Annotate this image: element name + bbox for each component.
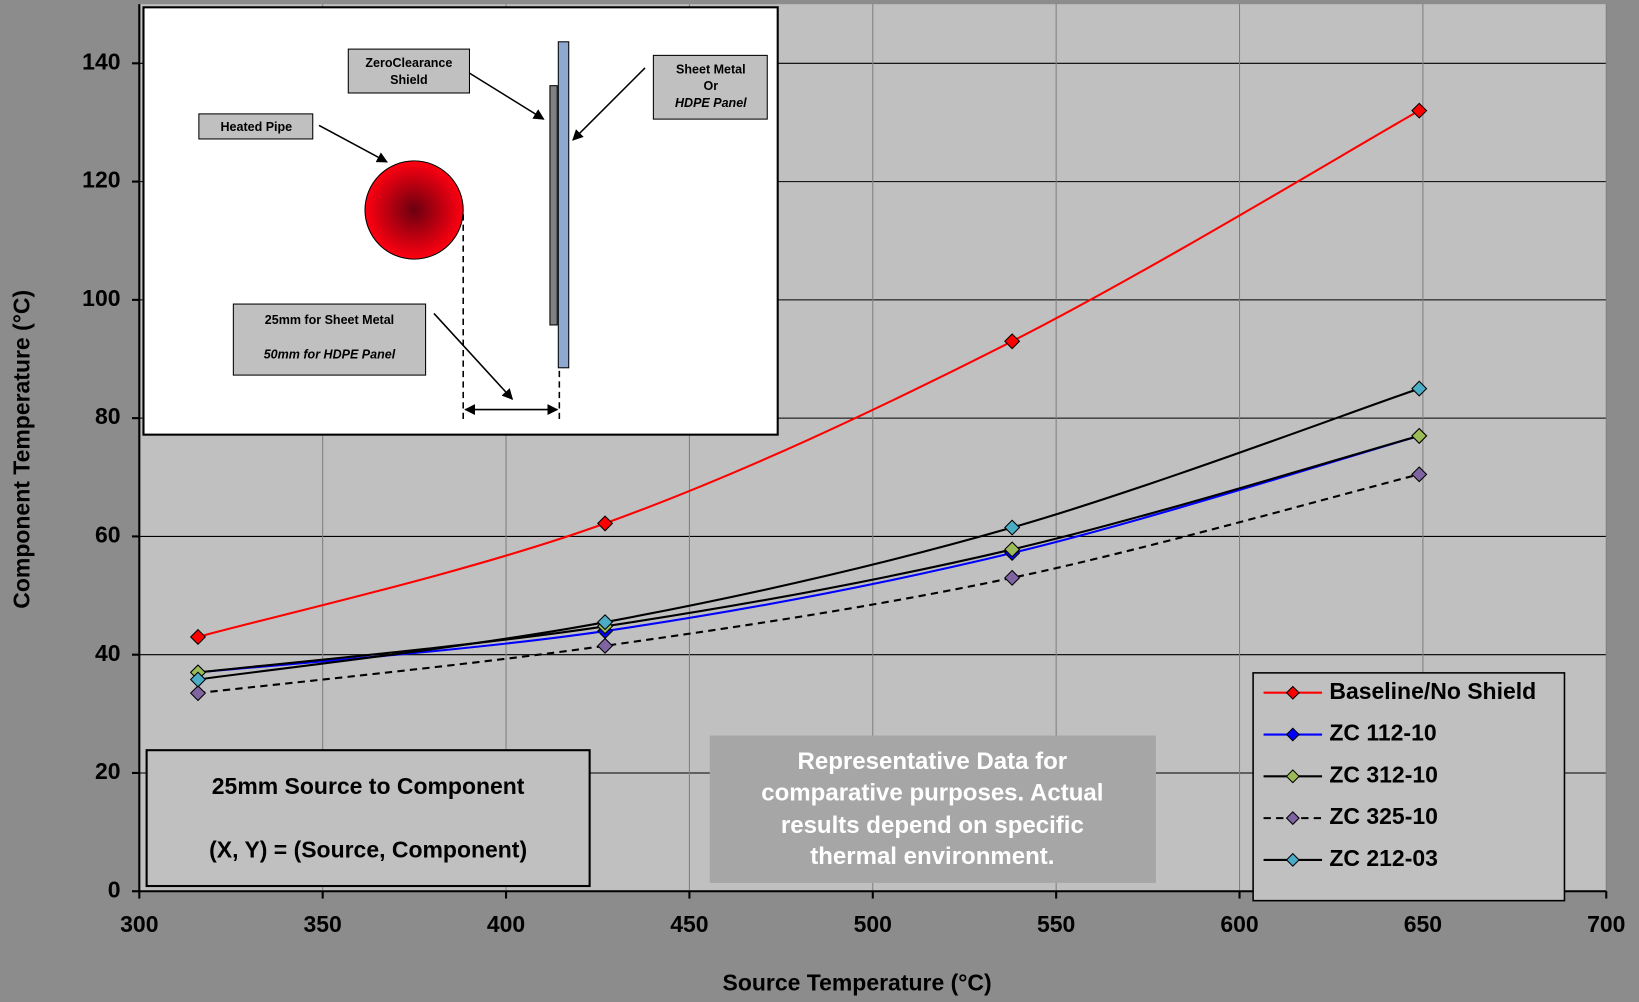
label-box: [232, 303, 427, 376]
marker: [1004, 333, 1021, 350]
y-tick-label: 120: [82, 167, 120, 193]
y-tick-label: 20: [95, 758, 121, 784]
label-box: [347, 48, 471, 94]
series-line: [197, 109, 1420, 638]
marker: [189, 628, 207, 646]
legend-marker: [1285, 685, 1300, 700]
x-tick-label: 650: [1404, 911, 1442, 937]
marker: [1411, 427, 1428, 444]
marker: [189, 685, 207, 702]
marker: [1004, 569, 1021, 586]
x-axis-title: Source Temperature (°C): [723, 969, 992, 995]
x-tick-label: 450: [670, 911, 708, 937]
inset-diagram: ZeroClearance Shield Sheet Metal Or HDPE…: [142, 6, 779, 436]
x-tick-label: 550: [1037, 911, 1075, 937]
x-tick-label: 500: [854, 911, 892, 937]
arrow: [433, 312, 514, 400]
x-tick-label: 700: [1587, 911, 1625, 937]
legend-label: ZC 112-10: [1329, 720, 1436, 746]
y-tick-label: 100: [82, 285, 120, 311]
legend-marker: [1285, 852, 1300, 867]
marker: [597, 614, 614, 631]
x-tick-label: 350: [304, 911, 342, 937]
annotation: 25mm Source to Component: [212, 773, 525, 799]
series-line: [197, 473, 1420, 695]
inset-label: Heated Pipe: [221, 120, 293, 134]
panel: [557, 41, 570, 369]
inset-label: Sheet Metal: [676, 62, 746, 76]
legend-frame: [1252, 672, 1566, 902]
series-line: [197, 387, 1420, 681]
label-box: [652, 54, 768, 120]
y-tick-label: 140: [82, 48, 120, 74]
legend-label: Baseline/No Shield: [1329, 678, 1536, 704]
marker: [1411, 466, 1428, 483]
heated-pipe: [364, 160, 464, 260]
y-tick-label: 40: [95, 640, 121, 666]
x-tick-label: 600: [1220, 911, 1258, 937]
inset-label: 50mm for HDPE Panel: [264, 348, 396, 362]
legend-marker: [1285, 769, 1300, 784]
annotation: (X, Y) = (Source, Component): [209, 837, 527, 863]
inset-label: Or: [704, 79, 719, 93]
inset-label: Shield: [390, 73, 428, 87]
marker: [189, 671, 207, 688]
legend-marker: [1285, 811, 1300, 826]
legend-label: ZC 312-10: [1329, 761, 1438, 787]
inset-label: ZeroClearance: [365, 56, 452, 70]
legend-marker: [1285, 727, 1300, 742]
marker: [597, 515, 614, 532]
x-tick-label: 400: [487, 911, 525, 937]
x-tick-label: 300: [120, 911, 158, 937]
inset-label: 25mm for Sheet Metal: [265, 313, 394, 327]
marker: [597, 637, 614, 654]
arrow: [572, 67, 646, 141]
label-box: [198, 113, 314, 140]
arrow: [469, 72, 545, 120]
arrow: [318, 124, 388, 163]
legend: Baseline/No Shield ZC 112-10 ZC 312-10 ZC 3…: [1252, 672, 1566, 902]
note: comparative purposes. Actual: [761, 779, 1103, 806]
series-line: [197, 434, 1420, 674]
note: results depend on specific: [781, 812, 1084, 839]
y-axis-title: Component Temperature (°C): [8, 290, 34, 609]
note: Representative Data for: [798, 748, 1068, 775]
marker: [1411, 102, 1428, 119]
shield: [549, 85, 558, 326]
marker: [1004, 541, 1021, 558]
legend-label: ZC 212-03: [1329, 845, 1438, 871]
y-tick-label: 0: [108, 876, 121, 902]
marker: [1004, 519, 1021, 536]
annotation-box: [145, 749, 591, 888]
legend-label: ZC 325-10: [1329, 803, 1438, 829]
note: thermal environment.: [810, 843, 1054, 870]
y-tick-label: 80: [95, 403, 121, 429]
arrows: [318, 67, 646, 424]
marker: [1411, 380, 1428, 397]
inset-label: HDPE Panel: [675, 96, 747, 110]
y-tick-label: 60: [95, 521, 121, 547]
note-box: [709, 735, 1156, 883]
